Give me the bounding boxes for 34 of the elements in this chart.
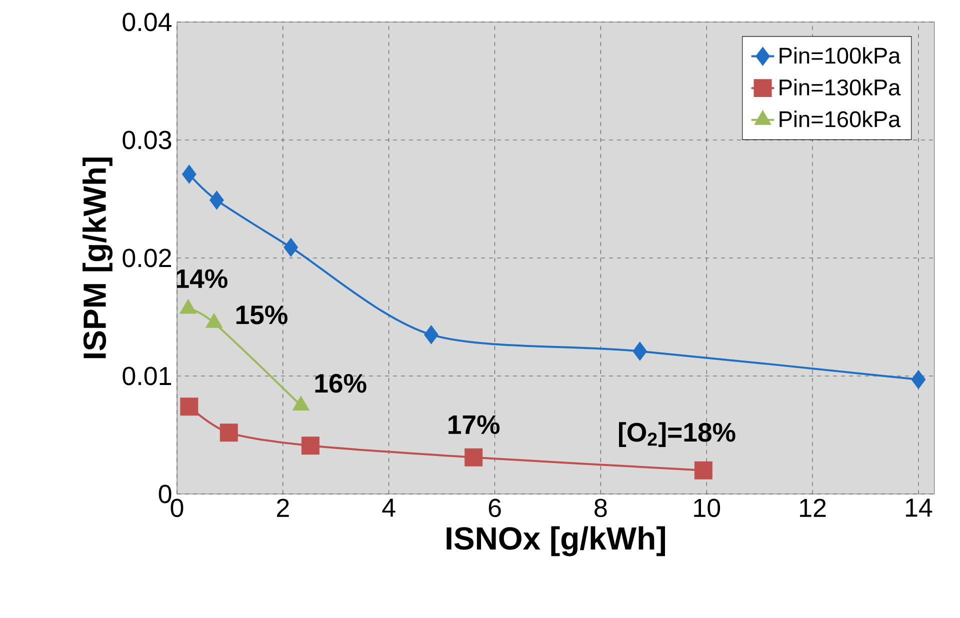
x-tick-label: 10	[694, 498, 720, 518]
x-tick-label: 4	[382, 498, 396, 517]
y-tick-label: 0.03	[122, 130, 172, 150]
point	[180, 398, 198, 416]
point	[464, 448, 483, 466]
point	[284, 238, 298, 256]
point	[182, 165, 196, 184]
point	[220, 424, 238, 442]
point	[301, 436, 320, 455]
annotation: [O$_{2}$]=18%	[619, 422, 736, 448]
x-tick-label: 8	[594, 498, 607, 518]
x-tick-label: 14	[906, 498, 932, 517]
legend-label: Pin=100kPa	[780, 47, 901, 64]
y-tick-label: 0	[158, 484, 172, 504]
x-tick-label: 6	[488, 498, 501, 518]
x-tick-label: 12	[800, 498, 826, 517]
point	[694, 461, 712, 480]
x-tick-label: 2	[277, 498, 289, 517]
point	[210, 191, 224, 210]
legend-label: Pin=160kPa	[780, 110, 901, 128]
point	[424, 326, 438, 344]
x-axis-title: ISNOx [g/kWh]	[446, 526, 665, 556]
y-axis-title: ISPM [g/kWh]	[82, 158, 113, 358]
y-tick-label: 0.04	[122, 12, 172, 32]
annotation: 16%	[315, 374, 366, 393]
legend-label: Pin=130kPa	[780, 78, 901, 96]
annotation: 17%	[448, 415, 500, 434]
x-tick-label: 0	[170, 498, 184, 518]
point	[911, 370, 926, 389]
annotation: 14%	[176, 269, 228, 288]
y-tick-label: 0.02	[122, 248, 171, 268]
y-tick-label: 0.01	[122, 366, 172, 386]
point	[632, 342, 647, 360]
annotation: 15%	[236, 306, 288, 324]
